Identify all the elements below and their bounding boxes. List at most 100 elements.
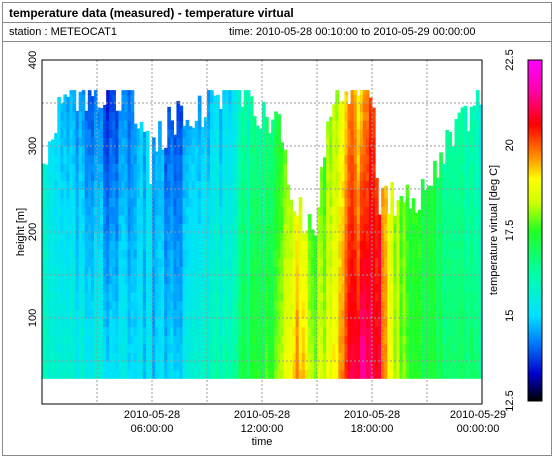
heatmap-cell [246,318,251,328]
heatmap-cell [118,257,123,267]
heatmap-cell [194,335,199,345]
heatmap-cell [329,232,333,242]
heatmap-cell [173,300,178,310]
heatmap-cell [213,249,217,259]
heatmap-cell [109,292,113,302]
heatmap-cell [332,240,336,250]
heatmap-cell [127,206,132,216]
heatmap-cell [121,335,126,345]
heatmap-cell [152,154,156,164]
heatmap-cell [344,189,349,199]
heatmap-cell [249,318,254,328]
heatmap-cell [191,146,196,156]
heatmap-cell [191,206,196,216]
heatmap-cell [466,240,471,250]
heatmap-cell [420,257,425,267]
heatmap-cell [445,352,449,362]
heatmap-cell [436,266,440,276]
heatmap-cell [100,343,104,353]
heatmap-cell [127,292,132,302]
heatmap-cell [475,163,480,173]
heatmap-cell [121,309,126,319]
heatmap-cell [332,154,336,164]
heatmap-cell [207,180,211,190]
heatmap-cell [188,352,193,362]
heatmap-cell [338,361,343,371]
heatmap-cell [405,223,410,233]
heatmap-cell [66,103,71,113]
heatmap-cell [442,197,446,207]
heatmap-cell [417,361,422,371]
heatmap-cell [255,189,260,199]
heatmap-cell [329,163,333,173]
heatmap-cell [246,257,251,267]
heatmap-cell [240,171,245,181]
heatmap-cell [271,120,275,130]
heatmap-cell [445,335,449,345]
heatmap-cell [329,116,333,121]
heatmap-cell [423,318,428,328]
heatmap-cell [176,292,181,302]
heatmap-cell [252,249,257,259]
heatmap-cell [454,318,459,328]
heatmap-cell [109,361,113,371]
heatmap-cell [258,266,263,276]
heatmap-cell [179,361,184,371]
heatmap-cell [103,214,107,224]
heatmap-cell [475,171,480,181]
heatmap-cell [164,309,168,319]
heatmap-cell [237,335,242,345]
heatmap-cell [317,318,321,328]
heatmap-cell [63,189,68,199]
heatmap-cell [66,197,71,207]
heatmap-cell [164,283,168,293]
heatmap-cell [127,128,132,138]
heatmap-cell [420,266,425,276]
heatmap-cell [194,137,199,147]
heatmap-cell [63,318,68,328]
heatmap-cell [109,257,113,267]
heatmap-cell [258,249,263,259]
heatmap-cell [127,180,132,190]
heatmap-cell [335,180,339,190]
heatmap-cell [210,300,214,310]
heatmap-cell [60,318,64,328]
heatmap-cell [63,249,68,259]
heatmap-cell [252,146,257,156]
heatmap-cell [249,369,254,379]
heatmap-cell [433,232,437,242]
heatmap-cell [359,111,364,121]
heatmap-cell [90,369,95,379]
heatmap-cell [472,163,477,173]
heatmap-cell [112,283,116,293]
heatmap-cell [475,206,480,216]
heatmap-cell [45,343,49,353]
heatmap-cell [454,283,459,293]
heatmap-cell [81,163,86,173]
heatmap-cell [42,292,46,302]
heatmap-cell [69,309,74,319]
heatmap-cell [145,154,150,164]
heatmap-cell [142,275,147,285]
heatmap-cell [97,352,101,362]
heatmap-cell [295,232,300,242]
heatmap-cell [115,180,119,190]
heatmap-cell [390,189,394,199]
heatmap-cell [167,232,171,242]
heatmap-cell [277,249,281,259]
heatmap-cell [194,361,199,371]
heatmap-cell [109,309,113,319]
heatmap-cell [356,318,361,328]
heatmap-cell [185,343,190,353]
heatmap-cell [106,180,110,190]
heatmap-cell [216,361,220,371]
heatmap-cell [139,283,144,293]
heatmap-cells [42,90,483,379]
heatmap-cell [277,197,281,207]
heatmap-cell [121,137,126,147]
heatmap-cell [414,352,419,362]
heatmap-cell [289,199,294,207]
heatmap-cell [375,177,379,181]
heatmap-cell [197,189,202,199]
heatmap-cell [329,189,333,199]
